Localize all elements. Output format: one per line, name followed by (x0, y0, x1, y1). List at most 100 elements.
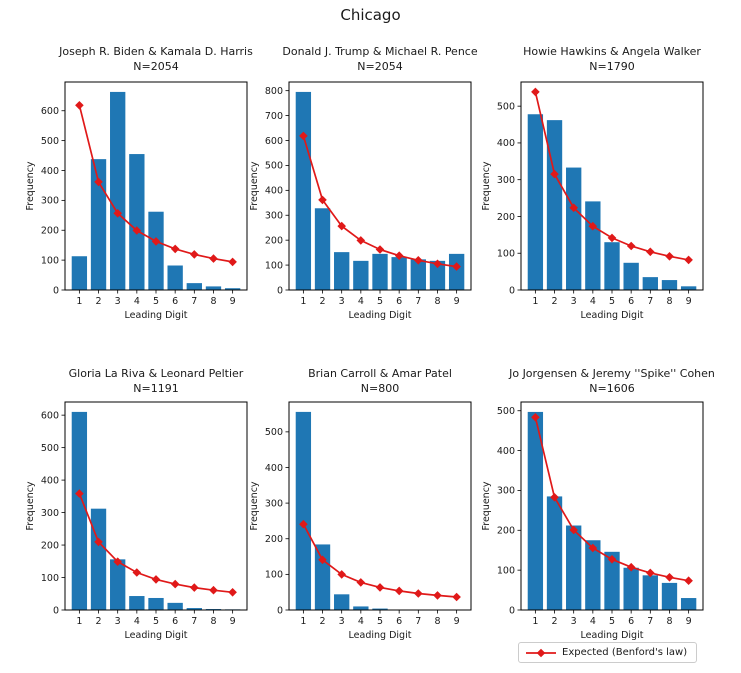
expected-marker-diamond-icon (394, 251, 404, 260)
x-tick-label: 2 (320, 616, 326, 627)
bar (314, 208, 331, 290)
y-tick-label: 0 (277, 605, 283, 616)
bar (661, 582, 678, 610)
x-tick-label: 7 (647, 616, 653, 627)
subplot-biden-harris: 0 100 200 300 400 500 600 1 2 3 4 5 6 7 8 9 Leading Digi… (25, 81, 248, 321)
y-tick-label: 0 (509, 285, 515, 296)
y-tick-label: 300 (265, 498, 283, 509)
expected-marker-diamond-icon (665, 573, 674, 582)
x-axis-label: Leading Digit (581, 630, 644, 641)
y-axis-label: Frequency (249, 481, 260, 530)
x-tick-label: 7 (191, 296, 197, 307)
x-tick-label: 7 (415, 616, 421, 627)
x-axis-label: Leading Digit (349, 310, 412, 321)
expected-marker-diamond-icon (375, 583, 385, 592)
subplot-title-trump-pence: Donald J. Trump & Michael R. Pence N=205… (260, 44, 500, 74)
expected-marker-diamond-icon (433, 591, 442, 600)
y-tick-label: 200 (265, 235, 283, 246)
expected-marker-diamond-icon (588, 543, 598, 553)
expected-marker-diamond-icon (228, 257, 237, 267)
bar (410, 259, 426, 290)
expected-marker-diamond-icon (170, 244, 180, 254)
subplot-jorgensen-cohen: 0 100 200 300 400 500 1 2 3 4 5 6 7 8 9 Leading Digit Fr… (481, 401, 704, 641)
y-tick-label: 200 (497, 212, 515, 223)
x-tick-label: 1 (300, 296, 306, 307)
bar (224, 288, 241, 290)
expected-marker-diamond-icon (646, 568, 655, 578)
bar (205, 286, 222, 290)
x-tick-label: 4 (358, 616, 364, 627)
bar (604, 242, 620, 290)
bar (148, 597, 164, 610)
expected-marker-diamond-icon (209, 254, 218, 263)
bar (372, 608, 388, 610)
subplot-title-line1: Brian Carroll & Amar Patel (308, 367, 452, 380)
bar (623, 262, 639, 290)
subplot-title-line2: N=1790 (589, 60, 635, 73)
bar (429, 260, 446, 290)
x-tick-label: 5 (153, 296, 159, 307)
subplot-title-line2: N=1191 (133, 382, 179, 395)
bar (661, 280, 678, 290)
y-tick-label: 200 (41, 540, 59, 551)
y-tick-label: 300 (497, 175, 515, 186)
expected-line-marker-icon (526, 648, 556, 657)
legend: Expected (Benford's law) (518, 642, 698, 663)
x-tick-label: 2 (320, 296, 326, 307)
expected-marker-diamond-icon (356, 578, 366, 587)
y-tick-label: 300 (41, 196, 59, 207)
x-tick-label: 2 (96, 296, 102, 307)
x-tick-label: 4 (134, 296, 140, 307)
y-tick-label: 100 (41, 255, 59, 266)
expected-marker-diamond-icon (170, 579, 180, 589)
x-tick-label: 3 (115, 616, 121, 627)
bar (391, 257, 407, 290)
expected-marker-diamond-icon (151, 575, 161, 584)
x-tick-label: 4 (590, 616, 596, 627)
expected-marker-diamond-icon (151, 237, 161, 246)
expected-marker-diamond-icon (190, 583, 199, 592)
y-tick-label: 300 (497, 486, 515, 497)
subplot-title-line2: N=1606 (589, 382, 635, 395)
y-tick-label: 100 (41, 573, 59, 584)
expected-marker-diamond-icon (375, 245, 385, 254)
x-tick-label: 8 (210, 296, 216, 307)
expected-marker-diamond-icon (209, 585, 218, 595)
subplot-title-line1: Gloria La Riva & Leonard Peltier (68, 367, 244, 380)
y-tick-label: 200 (497, 526, 515, 537)
x-tick-label: 1 (76, 296, 82, 307)
x-tick-label: 3 (339, 616, 345, 627)
expected-marker-diamond-icon (452, 592, 461, 602)
bar (527, 411, 544, 610)
expected-marker-diamond-icon (113, 209, 122, 218)
subplot-title-lariva-peltier: Gloria La Riva & Leonard Peltier N=1191 (36, 366, 276, 396)
expected-marker-diamond-icon (569, 203, 578, 213)
x-tick-label: 6 (628, 296, 634, 307)
bar (110, 91, 126, 290)
expected-marker-diamond-icon (75, 489, 84, 498)
subplot-title-line1: Joseph R. Biden & Kamala D. Harris (59, 45, 253, 58)
y-tick-label: 400 (41, 475, 59, 486)
x-tick-label: 9 (454, 616, 460, 627)
x-tick-label: 1 (300, 616, 306, 627)
expected-marker-diamond-icon (337, 570, 346, 579)
expected-marker-diamond-icon (607, 555, 617, 564)
expected-marker-diamond-icon (433, 259, 442, 269)
x-tick-label: 6 (172, 616, 178, 627)
bar (642, 575, 658, 610)
y-axis-label: Frequency (481, 481, 492, 530)
bar (186, 283, 202, 290)
y-tick-label: 500 (265, 161, 283, 172)
y-axis-label: Frequency (481, 161, 492, 210)
subplot-title-line2: N=800 (360, 382, 400, 395)
y-tick-label: 100 (265, 570, 283, 581)
x-tick-label: 2 (96, 616, 102, 627)
x-tick-label: 3 (115, 296, 121, 307)
x-tick-label: 2 (552, 616, 558, 627)
expected-marker-diamond-icon (646, 247, 655, 257)
x-tick-label: 1 (76, 616, 82, 627)
bar (129, 596, 145, 610)
x-tick-label: 5 (609, 616, 615, 627)
bar (148, 211, 164, 290)
bar (129, 154, 145, 290)
